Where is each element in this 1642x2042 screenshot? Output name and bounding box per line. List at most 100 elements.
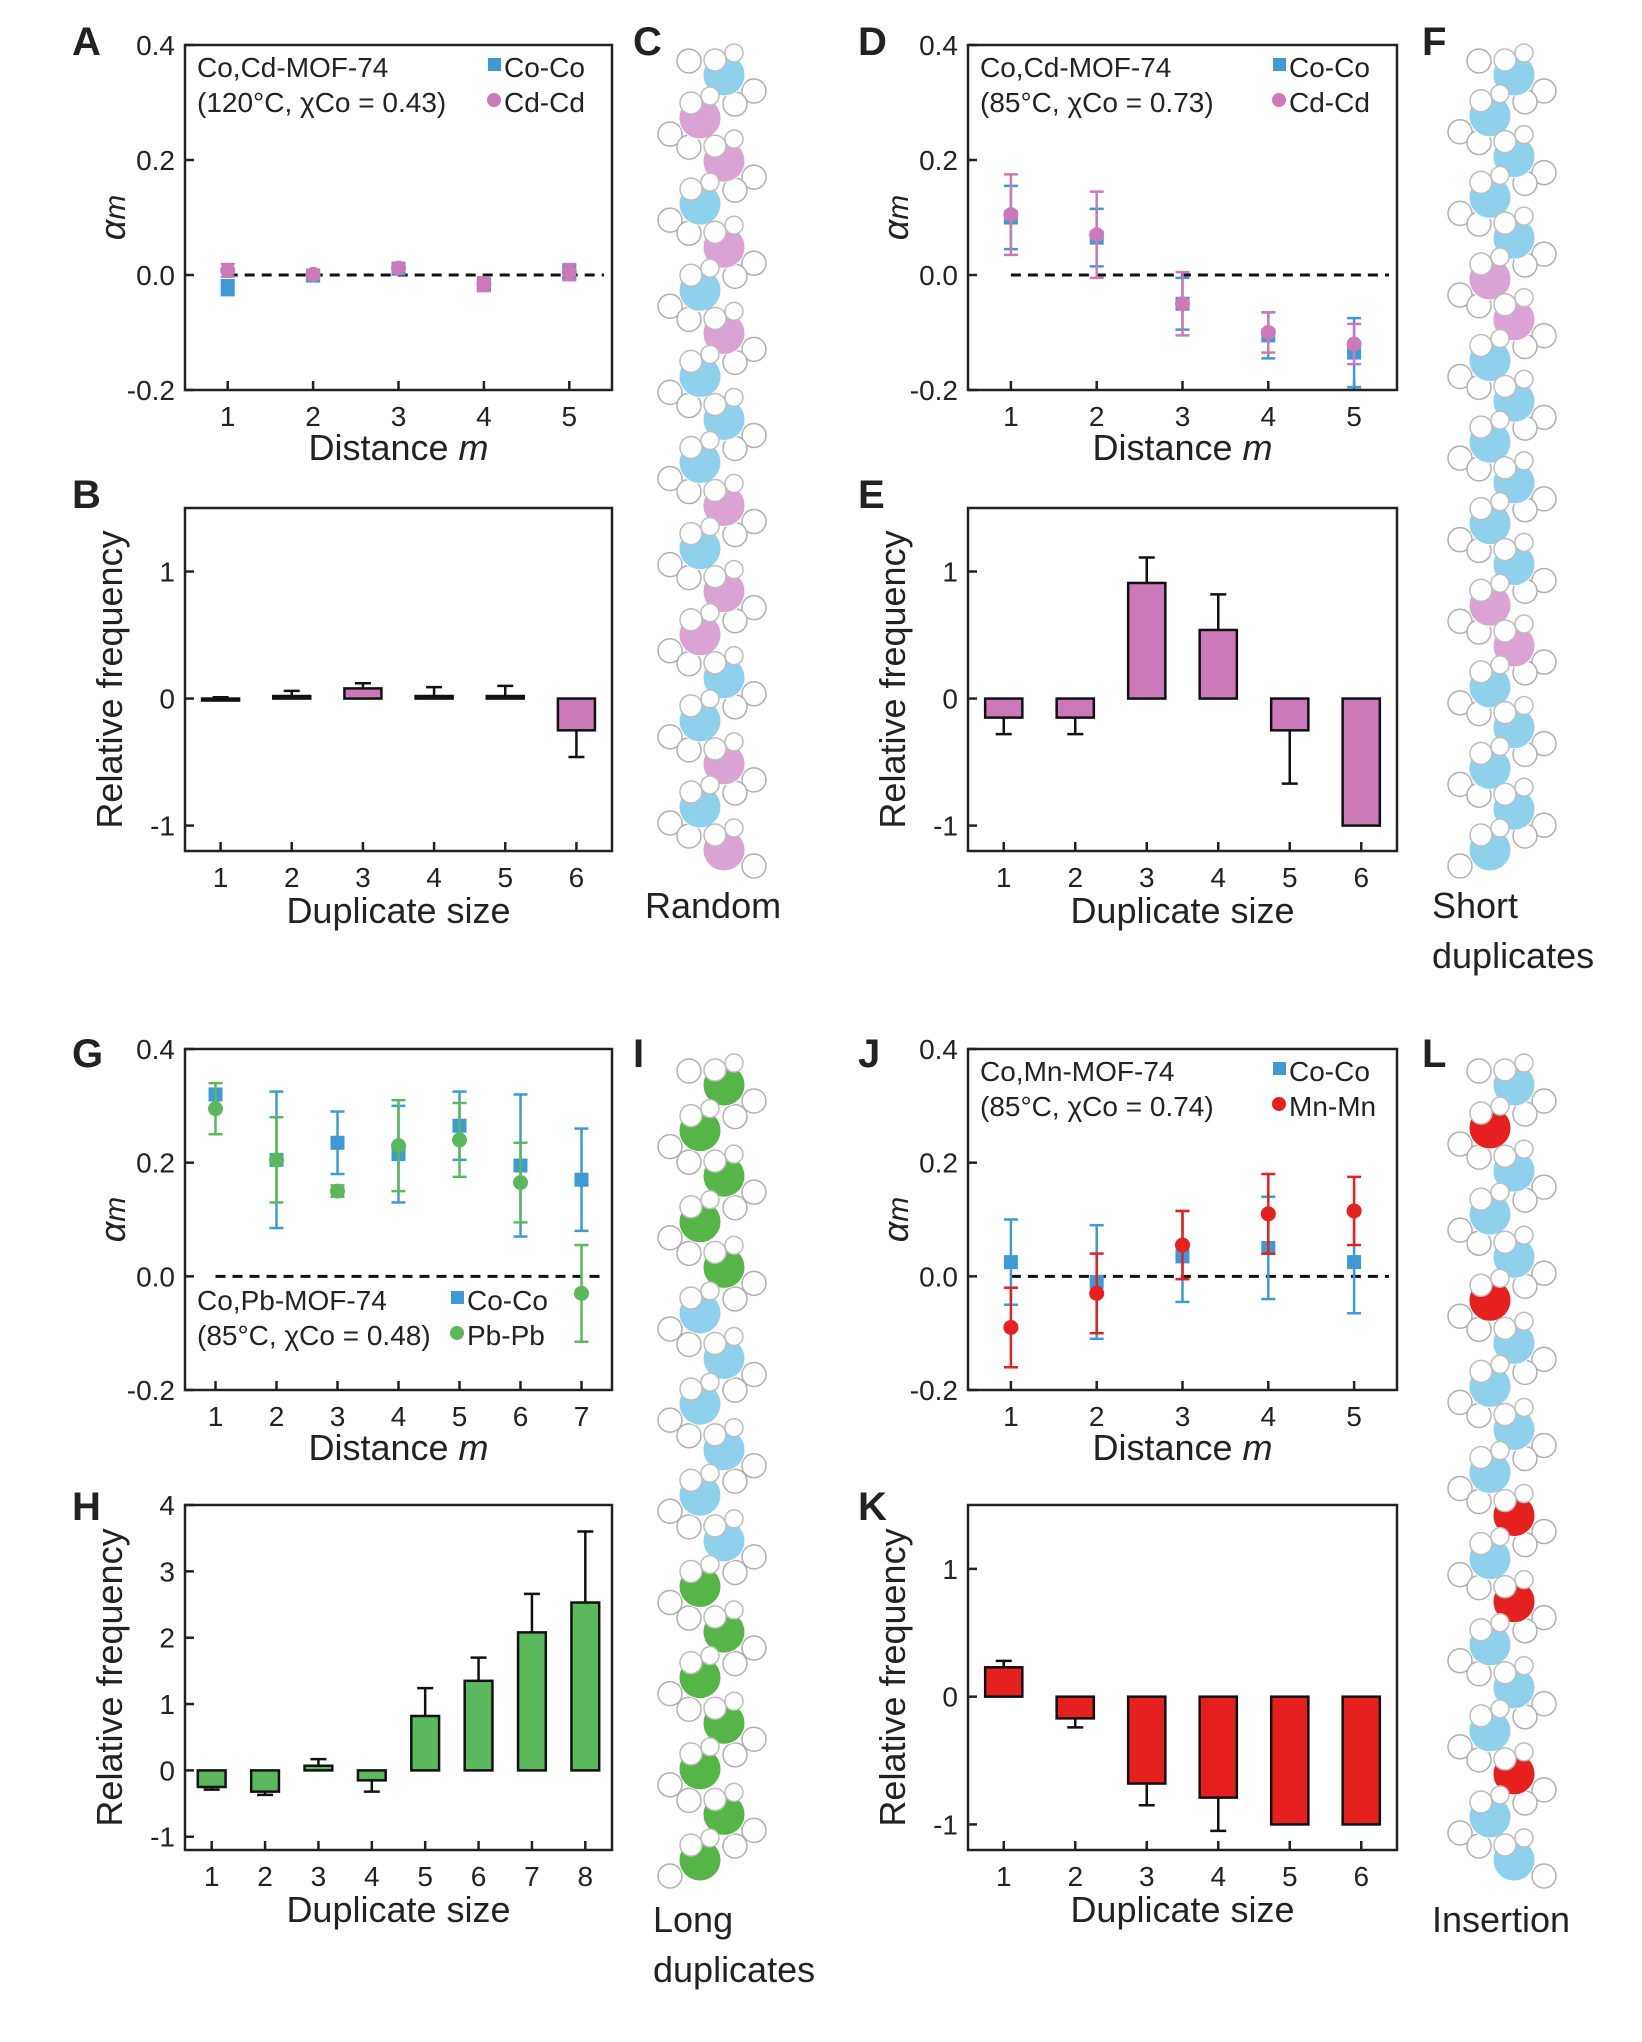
y-tick-label: -0.2 <box>127 1375 175 1406</box>
oxygen-atom <box>1514 532 1534 553</box>
oxygen-atom <box>676 1149 702 1175</box>
oxygen-atom <box>1447 1303 1473 1330</box>
oxygen-atom <box>657 1407 683 1433</box>
chart-panel-A: -0.2 0.0 0.2 0.4 1 2 3 4 5 Co-Co Cd-Cd Co,Cd-MOF-74… <box>92 30 614 468</box>
oxygen-atom <box>700 1372 720 1392</box>
oxygen-atom <box>1531 159 1557 186</box>
oxygen-atom <box>1514 1656 1534 1676</box>
y-tick-label: 1 <box>159 557 175 588</box>
oxygen-atom <box>724 646 744 666</box>
legend-marker <box>1273 1062 1286 1075</box>
oxygen-atom <box>1493 1230 1517 1254</box>
oxygen-atom <box>1469 252 1493 276</box>
oxygen-atom <box>657 1772 683 1798</box>
oxygen-atom <box>741 250 767 276</box>
oxygen-atom <box>700 172 720 192</box>
chart-panel-E: -1 0 1 1 2 3 4 5 6 Duplicate size Relative frequen… <box>872 506 1399 931</box>
x-tick-label: 4 <box>391 1401 407 1432</box>
data-point-circle <box>220 262 236 278</box>
oxygen-atom <box>657 724 683 750</box>
y-tick-label: 1 <box>159 1689 175 1720</box>
oxygen-atom <box>1531 567 1557 594</box>
oxygen-atom <box>724 215 744 235</box>
oxygen-atom <box>1531 1604 1557 1631</box>
oxygen-atom <box>741 1544 767 1570</box>
oxygen-atom <box>741 1726 767 1752</box>
oxygen-atom <box>679 1833 703 1857</box>
oxygen-atom <box>741 681 767 707</box>
legend-label: Pb-Pb <box>467 1320 545 1351</box>
oxygen-atom <box>741 336 767 363</box>
oxygen-atom <box>741 422 767 449</box>
x-tick-label: 5 <box>1282 862 1298 893</box>
x-tick-label: 5 <box>1282 1861 1298 1892</box>
y-axis-label: αm <box>875 195 916 241</box>
oxygen-atom <box>1490 1699 1510 1719</box>
oxygen-atom <box>700 1281 720 1301</box>
x-tick-label: 2 <box>269 1401 285 1432</box>
oxygen-atom <box>1493 1316 1517 1341</box>
oxygen-atom <box>703 823 727 847</box>
oxygen-atom <box>722 1103 748 1130</box>
oxygen-atom <box>703 1331 727 1356</box>
bar <box>1126 581 1167 700</box>
oxygen-atom <box>724 1326 744 1347</box>
oxygen-atom <box>679 435 703 460</box>
oxygen-atom <box>1493 1488 1517 1513</box>
oxygen-atom <box>703 1514 727 1538</box>
x-tick-label: 1 <box>996 862 1012 893</box>
data-point-circle <box>1089 227 1105 243</box>
oxygen-atom <box>679 1195 703 1219</box>
oxygen-atom <box>1469 1445 1493 1470</box>
oxygen-atom <box>724 1691 744 1711</box>
oxygen-atom <box>741 1635 767 1661</box>
oxygen-atom <box>700 1190 720 1210</box>
oxygen-atom <box>1514 1139 1534 1159</box>
oxygen-atom <box>1531 1260 1557 1286</box>
oxygen-atom <box>1514 451 1534 471</box>
oxygen-atom <box>1447 526 1473 553</box>
oxygen-atom <box>1447 771 1473 798</box>
x-axis-label: Duplicate size <box>1070 890 1294 931</box>
oxygen-atom <box>741 1452 767 1479</box>
oxygen-atom <box>1490 1785 1510 1805</box>
y-tick-label: -1 <box>933 811 958 842</box>
caption-I-line2: duplicates <box>653 1949 815 1990</box>
oxygen-atom <box>1531 1432 1557 1459</box>
bar <box>271 694 312 700</box>
x-tick-label: 4 <box>1261 1401 1277 1432</box>
bar <box>196 1769 227 1789</box>
oxygen-atom <box>1469 89 1493 113</box>
chain-F <box>1447 43 1557 879</box>
panel-letter-E: E <box>858 473 885 517</box>
x-axis-label: Distance m <box>308 427 488 468</box>
oxygen-atom <box>1466 1058 1492 1084</box>
oxygen-atom <box>1469 1101 1493 1125</box>
annotation-line2: (85°C, χCo = 0.48) <box>197 1320 431 1351</box>
oxygen-atom <box>1493 129 1517 154</box>
oxygen-atom <box>1469 170 1493 195</box>
panel-letter-K: K <box>858 1485 887 1529</box>
oxygen-atom <box>679 1742 703 1766</box>
oxygen-atom <box>703 392 727 417</box>
annotation-line1: Co,Mn-MOF-74 <box>980 1056 1174 1087</box>
oxygen-atom <box>700 775 720 795</box>
oxygen-atom <box>724 1417 744 1438</box>
oxygen-atom <box>657 465 683 492</box>
data-point-circle <box>208 1101 223 1117</box>
oxygen-atom <box>724 1509 744 1529</box>
oxygen-atom <box>724 473 744 494</box>
oxygen-atom <box>741 1270 767 1297</box>
legend-marker <box>1272 1097 1286 1111</box>
chart-panel-H: -1 0 1 2 3 4 1 2 3 4 5 6 7 8 Duplicate size Relative fr… <box>89 1490 614 1930</box>
oxygen-atom <box>679 607 703 632</box>
data-point-square <box>1347 1255 1362 1270</box>
annotation-line2: (85°C, χCo = 0.74) <box>980 1091 1214 1122</box>
oxygen-atom <box>722 1286 748 1312</box>
bar <box>983 1666 1024 1698</box>
oxygen-atom <box>1490 818 1510 838</box>
bar <box>249 1769 281 1793</box>
data-point-square <box>220 280 235 295</box>
oxygen-atom <box>1493 48 1517 72</box>
x-tick-label: 1 <box>1003 1401 1019 1432</box>
